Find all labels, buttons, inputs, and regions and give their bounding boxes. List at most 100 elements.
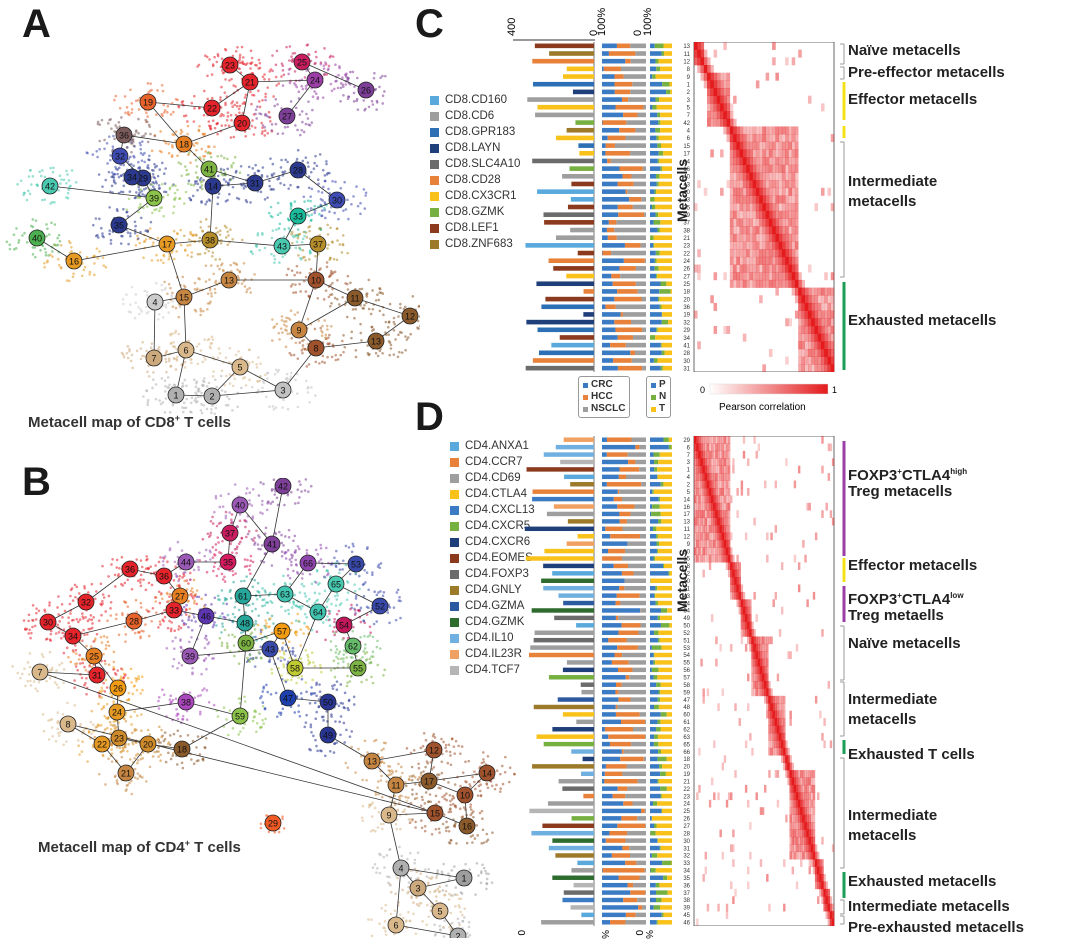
cell-dot — [372, 103, 375, 106]
cell-dot — [407, 796, 410, 799]
cell-dot — [359, 323, 362, 326]
cell-dot — [347, 288, 350, 291]
cell-dot — [192, 184, 195, 187]
cell-dot — [222, 578, 225, 581]
cell-dot — [204, 150, 207, 153]
cell-dot — [336, 279, 339, 282]
cell-dot — [271, 615, 274, 618]
cell-dot — [480, 842, 483, 845]
cell-dot — [321, 325, 324, 328]
cell-dot — [203, 555, 206, 558]
cell-dot — [271, 672, 274, 675]
cell-dot — [75, 649, 78, 652]
cell-dot — [200, 673, 203, 676]
cell-dot — [318, 269, 321, 272]
cell-dot — [366, 571, 369, 574]
cell-dot — [112, 145, 115, 148]
cell-dot — [221, 124, 224, 127]
cell-dot — [149, 82, 152, 85]
metacell-node: 13 — [221, 272, 237, 288]
cell-dot — [347, 97, 350, 100]
cell-dot — [198, 552, 201, 555]
cell-dot — [362, 307, 365, 310]
cell-dot — [235, 552, 238, 555]
cell-dot — [138, 166, 141, 169]
cell-dot — [86, 633, 89, 636]
cell-dot — [297, 237, 300, 240]
cell-dot — [247, 174, 250, 177]
cell-dot — [184, 249, 187, 252]
cell-dot — [357, 108, 360, 111]
cell-dot — [164, 288, 167, 291]
cell-dot — [140, 574, 143, 577]
cell-dot — [265, 396, 268, 399]
cell-dot — [356, 77, 359, 80]
cell-dot — [369, 625, 372, 628]
cell-dot — [61, 603, 64, 606]
cell-dot — [315, 92, 318, 95]
cell-dot — [33, 246, 36, 249]
cell-dot — [185, 406, 188, 409]
cell-dot — [248, 287, 251, 290]
cell-dot — [260, 122, 263, 125]
cell-dot — [277, 82, 280, 85]
cell-dot — [334, 63, 337, 66]
cell-dot — [163, 609, 166, 612]
cell-dot — [249, 559, 252, 562]
cell-dot — [112, 173, 115, 176]
cell-dot — [165, 350, 168, 353]
cell-dot — [371, 573, 374, 576]
cell-dot — [186, 718, 189, 721]
cell-dot — [203, 114, 206, 117]
cell-dot — [196, 189, 199, 192]
cell-dot — [166, 111, 169, 114]
metacell-node: 6 — [178, 342, 194, 358]
cell-dot — [422, 745, 425, 748]
cell-dot — [273, 105, 276, 108]
metacell-node: 36 — [116, 127, 132, 143]
cell-dot — [30, 632, 33, 635]
cell-dot — [228, 79, 231, 82]
cell-dot — [474, 893, 477, 896]
cell-dot — [153, 135, 156, 138]
cell-dot — [56, 722, 59, 725]
cell-dot — [116, 126, 119, 129]
cell-dot — [368, 308, 371, 311]
cell-dot — [206, 571, 209, 574]
cell-dot — [245, 199, 248, 202]
cell-dot — [49, 677, 52, 680]
cell-dot — [280, 159, 283, 162]
cell-dot — [281, 555, 284, 558]
cell-dot — [219, 96, 222, 99]
cell-dot — [245, 536, 248, 539]
cell-dot — [339, 243, 342, 246]
cell-dot — [178, 662, 181, 665]
cell-dot — [200, 177, 203, 180]
cell-dot — [256, 380, 259, 383]
cd8-caption-tail: T cells — [184, 414, 231, 431]
cell-dot — [227, 115, 230, 118]
cell-dot — [135, 100, 138, 103]
node-label: 38 — [205, 236, 215, 246]
cell-dot — [263, 78, 266, 81]
cell-dot — [228, 398, 231, 401]
cell-dot — [29, 652, 32, 655]
cell-dot — [301, 352, 304, 355]
cell-dot — [102, 653, 105, 656]
cell-dot — [119, 107, 122, 110]
cell-dot — [288, 529, 291, 532]
cell-dot — [192, 195, 195, 198]
cell-dot — [412, 901, 415, 904]
cell-dot — [309, 702, 312, 705]
cell-dot — [69, 603, 72, 606]
cell-dot — [172, 341, 175, 344]
cell-dot — [454, 783, 457, 786]
cell-dot — [124, 640, 127, 643]
cell-dot — [148, 154, 151, 157]
cell-dot — [387, 765, 390, 768]
cell-dot — [69, 625, 72, 628]
cell-dot — [285, 320, 288, 323]
cell-dot — [146, 401, 149, 404]
cell-dot — [220, 169, 223, 172]
cell-dot — [115, 95, 118, 98]
